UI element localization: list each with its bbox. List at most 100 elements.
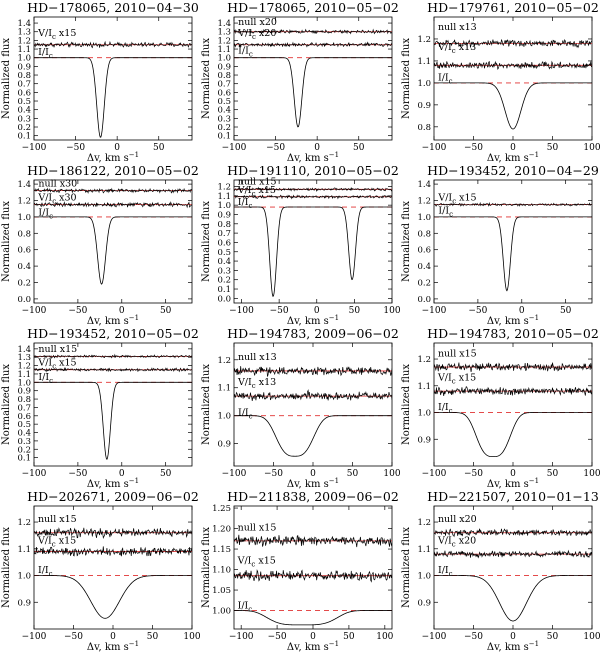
intensity-profile-line: [434, 575, 592, 622]
y-tick-label: 0.5: [17, 420, 31, 430]
y-tick-label: 0.6: [17, 88, 31, 98]
stokesV-profile-line: [434, 549, 592, 559]
y-tick-label: 0.9: [217, 210, 231, 220]
y-tick-label: 1.1: [17, 545, 31, 555]
curve-label: null x20: [438, 514, 477, 525]
curve-label: V/Ic x20: [237, 28, 276, 41]
y-tick-label: 0.2: [17, 445, 31, 455]
y-axis-label: Normalized flux: [401, 527, 412, 608]
stokesV-profile-line: [34, 367, 192, 373]
panel-title: HD−178065, 2010−05−02: [227, 0, 399, 15]
curve-label: null x15: [38, 514, 77, 525]
x-tick-label: −100: [22, 469, 47, 479]
curve-label: null x20: [238, 17, 277, 28]
y-axis-label: Normalized flux: [201, 527, 212, 608]
stokesV-profile-line: [234, 389, 392, 401]
y-axis-label: Normalized flux: [1, 38, 12, 119]
intensity-profile-line: [234, 415, 392, 457]
y-tick-label: 1.10: [212, 566, 231, 576]
y-tick-label: 1.1: [217, 384, 231, 394]
chart-panel-9: HD−194783, 2010−05−02 −100 −50 0 50 100 0.9 1.0…: [401, 326, 600, 489]
y-axis-label: Normalized flux: [201, 38, 212, 119]
null-profile-line: [234, 534, 392, 548]
null-profile-line: [234, 28, 392, 35]
y-tick-label: 0.8: [17, 229, 31, 239]
y-tick-label: 1.4: [17, 19, 31, 29]
stokesV-profile-line: [234, 41, 392, 48]
y-tick-label: 1.2: [417, 518, 431, 528]
x-tick-label: 0: [119, 469, 125, 479]
y-axis-label: Normalized flux: [1, 201, 12, 282]
curve-label: I/Ic: [238, 408, 253, 421]
x-tick-label: 50: [349, 306, 361, 316]
y-tick-label: 1.0: [17, 378, 31, 388]
y-tick-label: 0.6: [417, 246, 431, 256]
y-axis-label: Normalized flux: [1, 364, 12, 445]
x-tick-label: 100: [383, 306, 400, 316]
null-profile-line: [434, 38, 592, 49]
y-tick-label: 1.1: [217, 192, 231, 202]
chart-panel-1: HD−178065, 2010−04−30 −100 −50 0 50 0.10.20.3…: [1, 0, 199, 163]
y-tick-label: 1.0: [417, 572, 431, 582]
plot-frame: [433, 342, 593, 467]
panel-title: HD−194783, 2009−06−02: [227, 326, 399, 341]
y-tick-label: 0.3: [17, 437, 31, 447]
y-tick-label: 0.1: [217, 132, 231, 142]
null-profile-line: [234, 186, 392, 193]
x-tick-label: −50: [464, 632, 483, 642]
y-tick-label: 0.9: [417, 435, 431, 445]
plot-frame: [433, 179, 593, 304]
y-tick-label: 0.9: [217, 62, 231, 72]
y-tick-label: 0.7: [17, 80, 31, 90]
curve-label: null x30: [38, 179, 77, 190]
curve-label: V/Ic x15: [37, 358, 76, 371]
curve-label: null x13: [238, 352, 277, 363]
x-tick-label: 0: [110, 632, 116, 642]
y-tick-label: 0.8: [217, 220, 231, 230]
stokesV-profile-line: [34, 201, 192, 209]
curve-label: I/Ic: [438, 565, 453, 578]
chart-panel-6: HD−193452, 2010−04−29 −100 −50 0 50 0.0 0.2 0.4…: [401, 163, 599, 326]
x-axis-label: Δv, km s−1: [487, 477, 539, 489]
y-tick-label: 1.1: [217, 45, 231, 55]
chart-panel-5: HD−191110, 2010−05−02 −100 −50 0 50 100 0.00.1…: [201, 163, 400, 326]
y-tick-label: 1.3: [217, 28, 231, 38]
x-tick-label: −50: [464, 469, 483, 479]
y-tick-label: 0.2: [17, 123, 31, 133]
x-tick-label: −50: [270, 306, 289, 316]
x-tick-label: −100: [22, 632, 47, 642]
curve-label: I/Ic: [38, 565, 53, 578]
y-axis-label: Normalized flux: [401, 364, 412, 445]
y-tick-label: 0.7: [217, 80, 231, 90]
intensity-profile-line: [234, 57, 392, 128]
y-tick-label: 1.1: [417, 382, 431, 392]
x-tick-label: −100: [422, 632, 447, 642]
y-tick-label: 1.2: [17, 362, 31, 372]
y-tick-label: 1.2: [217, 356, 231, 366]
x-tick-label: 100: [183, 632, 200, 642]
stokesV-profile-line: [34, 546, 192, 557]
y-tick-label: 1.4: [217, 19, 231, 29]
y-tick-label: 0.7: [217, 229, 231, 239]
y-tick-label: 1.0: [417, 79, 431, 89]
panel-title: HD−211838, 2009−06−02: [227, 489, 399, 504]
null-profile-line: [234, 366, 392, 378]
x-tick-label: 100: [583, 143, 600, 153]
null-profile-line: [434, 528, 592, 538]
x-axis-label: Δv, km s−1: [287, 151, 339, 163]
y-tick-label: 0.4: [17, 106, 31, 116]
x-tick-label: 0: [314, 143, 320, 153]
panel-title: HD−191110, 2010−05−02: [227, 163, 399, 178]
y-tick-label: 1.0: [17, 572, 31, 582]
panel-title: HD−202671, 2009−06−02: [27, 489, 199, 504]
y-tick-label: 0.9: [417, 598, 431, 608]
y-axis-label: Normalized flux: [401, 38, 412, 119]
null-profile-line: [34, 527, 192, 540]
curve-label: V/Ic x13: [237, 377, 276, 390]
intensity-profile-line: [234, 206, 392, 297]
y-tick-label: 1.1: [417, 57, 431, 67]
stokesV-profile-line: [434, 60, 592, 71]
y-tick-label: 0.6: [217, 88, 231, 98]
plot-frame: [33, 16, 193, 141]
y-tick-label: 1.1: [417, 545, 431, 555]
